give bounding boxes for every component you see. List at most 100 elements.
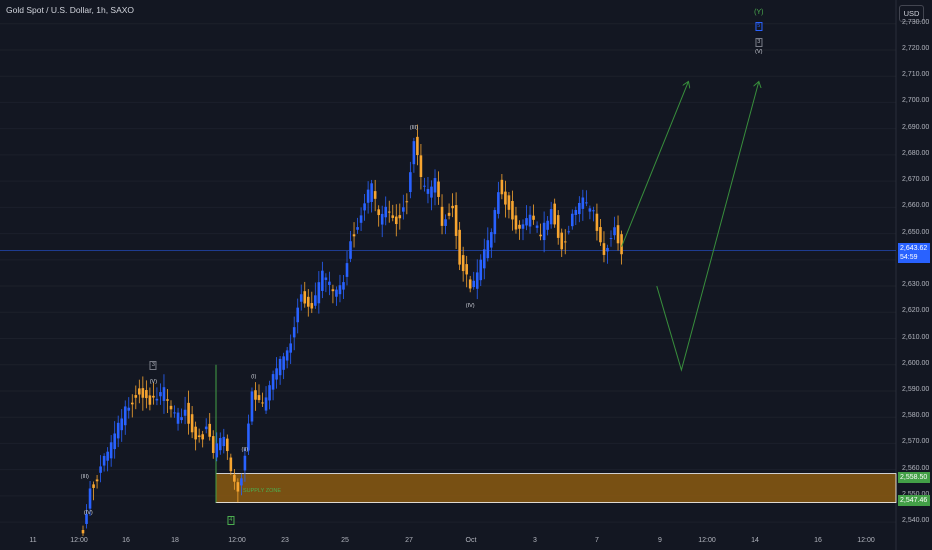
supply-zone <box>215 473 897 503</box>
candle-body <box>511 200 514 220</box>
candle-body <box>229 457 233 472</box>
candle-body <box>271 374 275 390</box>
candle-body <box>204 426 208 430</box>
candle-body <box>317 282 321 304</box>
time-tick-label: 3 <box>533 537 537 544</box>
candle-body <box>402 207 405 212</box>
candle-body <box>159 392 162 397</box>
price-tick-label: 2,620.00 <box>902 307 930 315</box>
time-tick-label: 25 <box>341 537 349 544</box>
candle-body <box>528 214 532 227</box>
price-tick-label: 2,580.00 <box>902 412 930 420</box>
candle-body <box>180 417 183 421</box>
candle-body <box>345 263 349 277</box>
time-tick-label: 14 <box>751 537 759 544</box>
time-tick-label: 23 <box>281 537 289 544</box>
candle-body <box>437 181 440 197</box>
price-tick-label: 2,670.00 <box>902 176 930 184</box>
candle-body <box>250 391 254 422</box>
candle-body <box>486 240 490 259</box>
candle-body <box>338 285 342 295</box>
time-tick-label: 16 <box>814 537 822 544</box>
candle-body <box>416 136 419 156</box>
candle-body <box>292 327 296 338</box>
last-price-tag: 2,643.62 54:59 <box>898 243 930 264</box>
candle-body <box>595 213 599 231</box>
candle-body <box>282 356 285 370</box>
candle-body <box>243 455 247 471</box>
candle-body <box>490 232 493 248</box>
candle-body <box>482 249 486 269</box>
candle-body <box>342 282 345 290</box>
candle-body <box>201 434 204 440</box>
candle-body <box>592 210 595 212</box>
candle-body <box>430 186 433 198</box>
wave-label: (III) <box>80 473 89 480</box>
candle-body <box>285 350 289 361</box>
candle-body <box>299 294 303 302</box>
candle-body <box>148 395 152 405</box>
time-tick-label: 27 <box>405 537 413 544</box>
candle-body <box>352 234 356 237</box>
candle-body <box>549 209 553 225</box>
candle-body <box>85 513 88 524</box>
candle-body <box>570 213 574 227</box>
candle-body <box>394 216 398 225</box>
price-tick-label: 2,630.00 <box>902 281 930 289</box>
zone-upper-tag: 2,558.50 <box>898 471 930 483</box>
wave-label: (II) <box>241 447 249 454</box>
symbol-title: Gold Spot / U.S. Dollar, 1h, SAXO <box>6 5 135 15</box>
price-tick-label: 2,710.00 <box>902 71 930 79</box>
candle-body <box>451 205 454 209</box>
candle-body <box>289 343 292 353</box>
candle-body <box>134 395 138 398</box>
candle-body <box>310 303 314 309</box>
time-tick-label: 7 <box>595 537 599 544</box>
price-tick-label: 2,680.00 <box>902 149 930 157</box>
price-tick-label: 2,550.00 <box>902 491 929 498</box>
candle-body <box>412 141 416 165</box>
candle-body <box>166 399 169 401</box>
candle-body <box>567 231 571 233</box>
candle-body <box>613 227 616 236</box>
wave-count-box: 3 <box>755 38 763 48</box>
wave-label: (Y) <box>754 9 764 17</box>
candle-body <box>514 215 518 230</box>
candle-body <box>208 423 212 437</box>
wave-label: (IV) <box>83 510 93 517</box>
candle-body <box>303 291 307 304</box>
time-tick-label: 12:00 <box>228 537 246 544</box>
candle-body <box>81 530 85 534</box>
candle-body <box>370 183 373 202</box>
candle-body <box>113 433 116 450</box>
candle-body <box>145 390 148 399</box>
candle-body <box>190 414 194 433</box>
candle-body <box>183 409 187 416</box>
candle-body <box>507 195 511 210</box>
candle-body <box>609 238 613 240</box>
candle-body <box>275 368 278 380</box>
candle-body <box>585 202 588 204</box>
candle-body <box>535 225 539 228</box>
candle-body <box>542 222 546 241</box>
price-tick-label: 2,690.00 <box>902 123 930 131</box>
candle-body <box>211 436 215 453</box>
candle-body <box>109 442 113 459</box>
currency-button[interactable]: USD <box>899 5 924 22</box>
price-tick-label: 2,590.00 <box>902 385 930 393</box>
candle-body <box>366 189 370 203</box>
candle-body <box>363 203 366 211</box>
candle-body <box>130 402 134 405</box>
zone-lower-tag: 2,547.46 <box>898 494 930 506</box>
candle-body <box>328 281 331 285</box>
candle-body <box>532 215 535 220</box>
candle-body <box>458 229 461 265</box>
candle-body <box>606 247 609 252</box>
candle-body <box>236 482 240 492</box>
candle-body <box>433 178 437 193</box>
candle-body <box>468 279 472 289</box>
wave-count-box: 5 <box>755 22 763 32</box>
candle-body <box>546 220 549 230</box>
countdown-value: 54:59 <box>900 254 918 262</box>
